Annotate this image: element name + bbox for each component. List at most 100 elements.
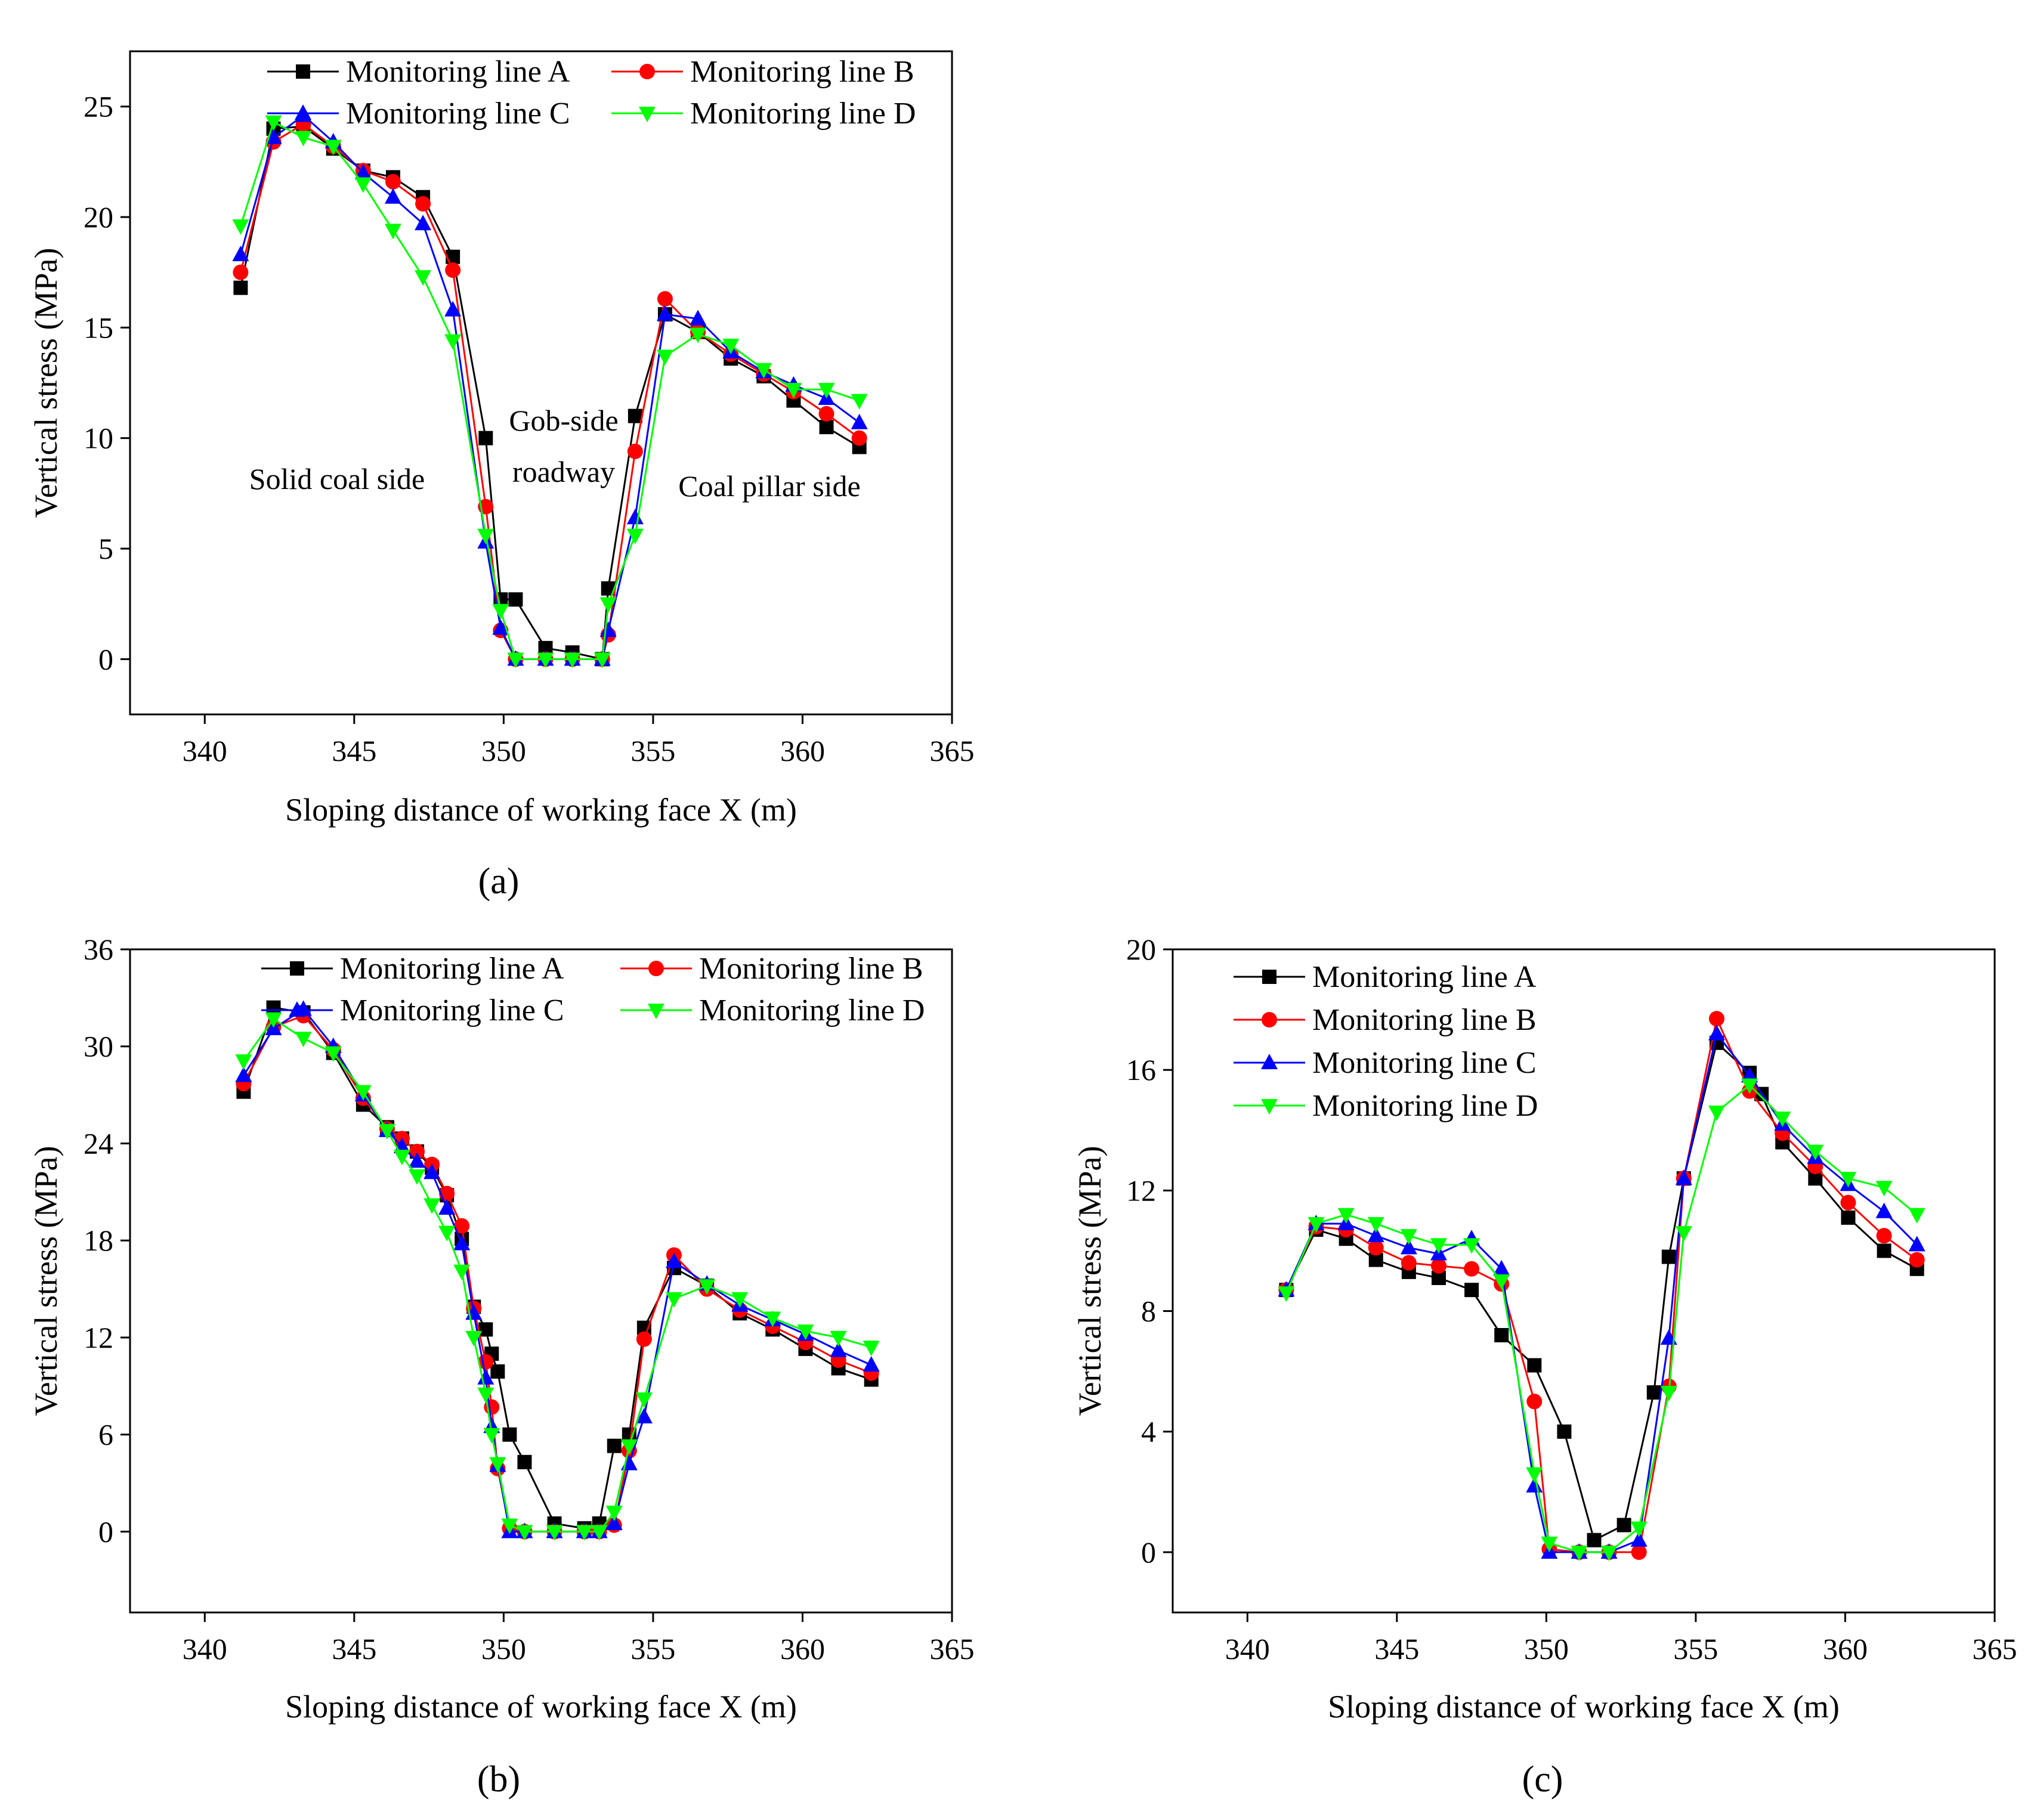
data-point: [324, 1046, 342, 1062]
legend-label: Monitoring line D: [690, 97, 916, 131]
y-tick-label: 0: [98, 1515, 113, 1548]
x-tick-label: 340: [183, 1632, 227, 1666]
data-point: [465, 1330, 483, 1347]
data-point: [764, 1311, 781, 1327]
legend-marker: [648, 961, 664, 976]
data-point: [1675, 1169, 1692, 1186]
data-point: [295, 131, 312, 147]
x-tick-label: 350: [1524, 1632, 1569, 1666]
x-tick-label: 360: [780, 1632, 825, 1666]
legend-marker: [1261, 1054, 1278, 1069]
y-tick-label: 4: [1141, 1415, 1156, 1448]
data-point: [818, 383, 835, 399]
legend-label: Monitoring line C: [346, 97, 570, 131]
data-point: [1908, 1236, 1925, 1252]
data-point: [378, 1123, 395, 1140]
data-point: [415, 270, 432, 286]
data-point: [635, 1407, 653, 1423]
data-point: [626, 509, 644, 525]
legend-label: Monitoring line C: [1312, 1046, 1537, 1080]
data-point: [657, 291, 673, 307]
data-point: [1400, 1229, 1417, 1245]
data-point: [863, 1356, 880, 1372]
y-tick-label: 20: [84, 200, 113, 234]
legend-marker: [639, 107, 656, 122]
legend-label: Monitoring line D: [1312, 1089, 1538, 1123]
data-point: [1646, 1385, 1661, 1400]
y-tick-label: 6: [98, 1418, 113, 1451]
legend-item: Monitoring line C: [261, 993, 564, 1027]
data-point: [517, 1454, 532, 1469]
data-point: [354, 177, 372, 193]
data-point: [851, 413, 868, 429]
data-point: [1400, 1239, 1417, 1255]
legend-label: Monitoring line A: [340, 952, 564, 986]
legend-marker: [289, 1001, 305, 1017]
data-point: [627, 443, 643, 459]
legend-item: Monitoring line A: [261, 952, 564, 986]
legend-item: Monitoring line D: [611, 97, 916, 131]
data-point: [444, 334, 462, 350]
data-point: [507, 652, 524, 668]
x-tick-label: 350: [481, 1632, 526, 1666]
data-point: [424, 1198, 441, 1214]
data-point: [232, 219, 249, 235]
y-tick-label: 25: [84, 90, 113, 123]
data-point: [1527, 1358, 1542, 1373]
data-point: [1526, 1394, 1543, 1410]
data-point: [1526, 1467, 1543, 1483]
data-point: [1675, 1226, 1692, 1242]
data-point: [731, 1292, 749, 1308]
data-point: [501, 1518, 518, 1534]
data-point: [478, 1322, 493, 1337]
y-tick-label: 5: [98, 532, 113, 565]
data-point: [233, 280, 248, 295]
legend-item: Monitoring line D: [1234, 1089, 1538, 1123]
data-point: [599, 597, 617, 613]
data-point: [626, 528, 644, 544]
data-point: [607, 1438, 622, 1453]
data-point: [324, 140, 342, 156]
data-point: [755, 363, 772, 379]
data-point: [818, 406, 834, 422]
x-tick-label: 350: [481, 734, 526, 767]
x-tick-label: 355: [630, 734, 675, 767]
data-point: [1587, 1533, 1602, 1547]
data-point: [1630, 1531, 1648, 1547]
data-point: [1571, 1545, 1588, 1561]
chart-panel-a: Solid coal side Gob-side roadway Coal pi…: [28, 50, 975, 902]
data-point: [785, 383, 802, 399]
legend-item: Monitoring line A: [1234, 960, 1537, 994]
data-point: [1278, 1286, 1295, 1302]
chart-panel-c: Sloping distance of working face X (m) V…: [1072, 933, 2017, 1800]
data-point: [698, 1279, 716, 1295]
y-tick-label: 12: [84, 1321, 113, 1354]
plot-frame: [129, 948, 953, 1614]
data-point: [1308, 1217, 1325, 1233]
y-axis-label: Vertical stress (MPa): [1072, 1146, 1108, 1416]
series-line: [1285, 1084, 1918, 1553]
data-point: [690, 309, 707, 326]
data-point: [628, 408, 642, 423]
legend-label: Monitoring line B: [1312, 1003, 1537, 1037]
data-point: [415, 196, 431, 212]
legend-label: Monitoring line B: [699, 952, 923, 986]
data-point: [1430, 1258, 1446, 1274]
x-tick-label: 365: [930, 1632, 975, 1666]
y-tick-label: 24: [84, 1126, 113, 1160]
data-point: [477, 528, 494, 544]
legend-item: Monitoring line B: [620, 952, 923, 986]
data-point: [797, 1324, 814, 1341]
data-point: [1909, 1252, 1925, 1268]
data-point: [1660, 1386, 1677, 1402]
data-point: [1774, 1112, 1791, 1128]
data-point: [445, 262, 461, 278]
data-point: [564, 652, 581, 668]
legend-marker: [1261, 1099, 1278, 1115]
panel-label: (a): [478, 861, 520, 902]
data-point: [1526, 1477, 1543, 1493]
data-point: [385, 174, 401, 190]
data-point: [444, 301, 462, 317]
data-point: [591, 1525, 608, 1541]
x-tick-label: 340: [1225, 1632, 1270, 1666]
